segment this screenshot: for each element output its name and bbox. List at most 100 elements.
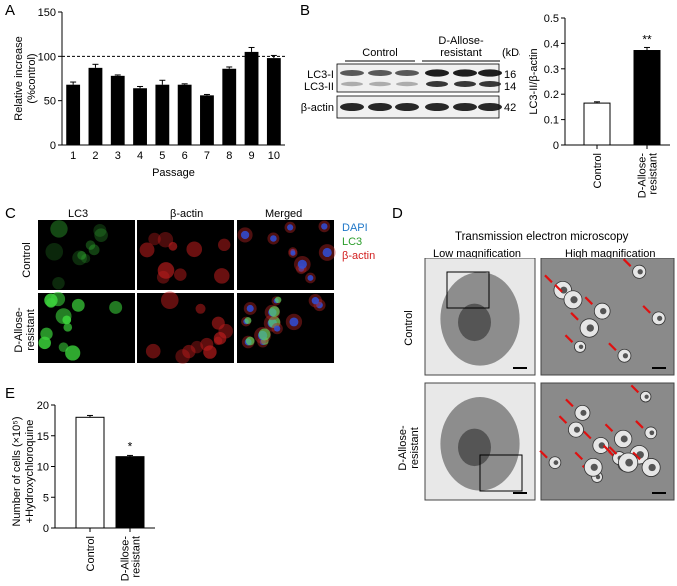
bar bbox=[115, 456, 145, 529]
arrow-indicator bbox=[608, 446, 618, 455]
x-tick-label: resistant bbox=[648, 153, 660, 195]
merged-dapi-signal bbox=[321, 223, 328, 230]
y-tick-label: 10 bbox=[37, 462, 49, 474]
merged-dapi-signal bbox=[270, 235, 277, 242]
vacuole-content bbox=[553, 460, 559, 465]
arrow-indicator bbox=[583, 430, 592, 440]
actin-signal bbox=[148, 232, 161, 246]
panel-c-row-resistant-line2: resistant bbox=[25, 309, 37, 351]
blot-kda-lc3i: 16 bbox=[504, 69, 516, 81]
lc3i-band bbox=[425, 69, 449, 77]
actin-band bbox=[395, 103, 419, 111]
panel-d-row-control: Control bbox=[403, 310, 415, 345]
scale-bar bbox=[652, 367, 666, 369]
blot-group-resistant-line2: resistant bbox=[440, 47, 482, 59]
actin-signal bbox=[190, 340, 204, 354]
y-tick-label: 100 bbox=[38, 51, 56, 63]
bar bbox=[66, 84, 81, 145]
panel-c-row-resistant-line1: D-Allose- bbox=[13, 307, 25, 353]
vacuole-content bbox=[648, 463, 656, 472]
vacuole-content bbox=[644, 394, 649, 399]
lc3-signal bbox=[81, 253, 91, 264]
lc3-signal bbox=[85, 240, 96, 250]
vacuole-content bbox=[598, 442, 605, 449]
y-tick-label: 0.2 bbox=[544, 89, 559, 101]
merged-dapi-signal bbox=[289, 317, 299, 327]
y-axis-label-line2: +Hydroxychloroquine bbox=[24, 420, 36, 524]
x-axis-label: Passage bbox=[152, 167, 195, 179]
x-tick-label: 10 bbox=[268, 150, 280, 162]
actin-signal bbox=[200, 337, 214, 351]
arrow-indicator bbox=[622, 258, 632, 267]
lc3i-band bbox=[395, 70, 419, 76]
y-tick-label: 20 bbox=[37, 400, 49, 412]
vacuole-content bbox=[620, 435, 628, 443]
vacuole-content bbox=[573, 426, 580, 433]
x-tick-label: 5 bbox=[159, 150, 165, 162]
merged-lc3-signal bbox=[258, 328, 271, 341]
x-tick-label: 2 bbox=[92, 150, 98, 162]
merged-dapi-signal bbox=[297, 259, 307, 269]
actin-band bbox=[453, 103, 477, 111]
panel-e-label: E bbox=[5, 385, 16, 402]
vacuole-content bbox=[586, 324, 594, 332]
actin-band bbox=[368, 103, 392, 111]
lc3-signal bbox=[109, 300, 123, 314]
blot-kda-header: (kDa) bbox=[502, 47, 520, 59]
lc3-signal bbox=[94, 228, 108, 242]
lc3i-band bbox=[368, 70, 392, 76]
y-axis-label-line2: (%control) bbox=[26, 53, 38, 103]
panel-d-label: D bbox=[392, 205, 403, 222]
bar bbox=[110, 75, 125, 145]
y-tick-label: 0.4 bbox=[544, 38, 559, 50]
lc3i-band bbox=[453, 69, 477, 77]
legend-dapi: DAPI bbox=[342, 222, 368, 234]
actin-signal bbox=[195, 303, 206, 314]
panel-e-chart: 0 5 10 15 20 Control D-Allose-resistant * Number… bbox=[11, 400, 155, 581]
vacuole-content bbox=[580, 409, 587, 416]
lc3ii-band bbox=[479, 81, 501, 87]
y-tick-label: 0 bbox=[553, 140, 559, 152]
bar bbox=[177, 84, 192, 145]
lc3-signal bbox=[46, 298, 56, 308]
micrograph-tile bbox=[38, 220, 135, 290]
panel-d-micrographs: Control D-Allose- resistant bbox=[397, 258, 675, 501]
vacuole-content bbox=[657, 315, 663, 321]
lc3-signal bbox=[72, 250, 87, 266]
actin-signal bbox=[214, 268, 230, 284]
vacuole-content bbox=[590, 463, 598, 471]
panel-b-label: B bbox=[300, 2, 311, 19]
bar bbox=[88, 67, 103, 145]
vacuole-content bbox=[637, 269, 643, 275]
merged-dapi-signal bbox=[322, 247, 332, 258]
actin-signal bbox=[213, 336, 223, 346]
arrow-indicator bbox=[608, 342, 617, 352]
actin-signal bbox=[182, 344, 196, 359]
y-tick-label: 0.5 bbox=[544, 13, 559, 25]
lc3-signal bbox=[63, 323, 73, 332]
scale-bar bbox=[652, 492, 666, 494]
blot-group-control: Control bbox=[362, 47, 397, 59]
vacuole-content bbox=[625, 458, 633, 467]
actin-signal bbox=[139, 242, 155, 258]
x-tick-label: D-Allose- bbox=[637, 153, 649, 199]
y-tick-label: 0.1 bbox=[544, 115, 559, 127]
merged-dapi-signal bbox=[274, 325, 281, 332]
x-tick-label: 1 bbox=[70, 150, 76, 162]
vacuole-content bbox=[622, 353, 629, 359]
actin-signal bbox=[157, 262, 175, 279]
panel-b-blot: Control D-Allose- resistant (kDa) LC3-I … bbox=[301, 35, 520, 119]
y-tick-label: 0 bbox=[50, 140, 56, 152]
actin-signal bbox=[211, 316, 225, 330]
y-axis-label-line1: Number of cells (×10⁵) bbox=[11, 416, 23, 526]
y-axis-label: LC3-II/β-actin bbox=[528, 48, 540, 114]
panel-d-row-resistant-line2: resistant bbox=[409, 427, 421, 469]
panel-c-label: C bbox=[5, 205, 16, 222]
x-tick-label: 4 bbox=[137, 150, 143, 162]
merged-lc3-signal bbox=[268, 316, 281, 329]
x-tick-label: 9 bbox=[248, 150, 254, 162]
lc3-signal bbox=[52, 276, 65, 290]
actin-signal bbox=[175, 349, 190, 364]
blot-kda-lc3ii: 14 bbox=[504, 81, 516, 93]
arrow-indicator bbox=[642, 305, 651, 314]
